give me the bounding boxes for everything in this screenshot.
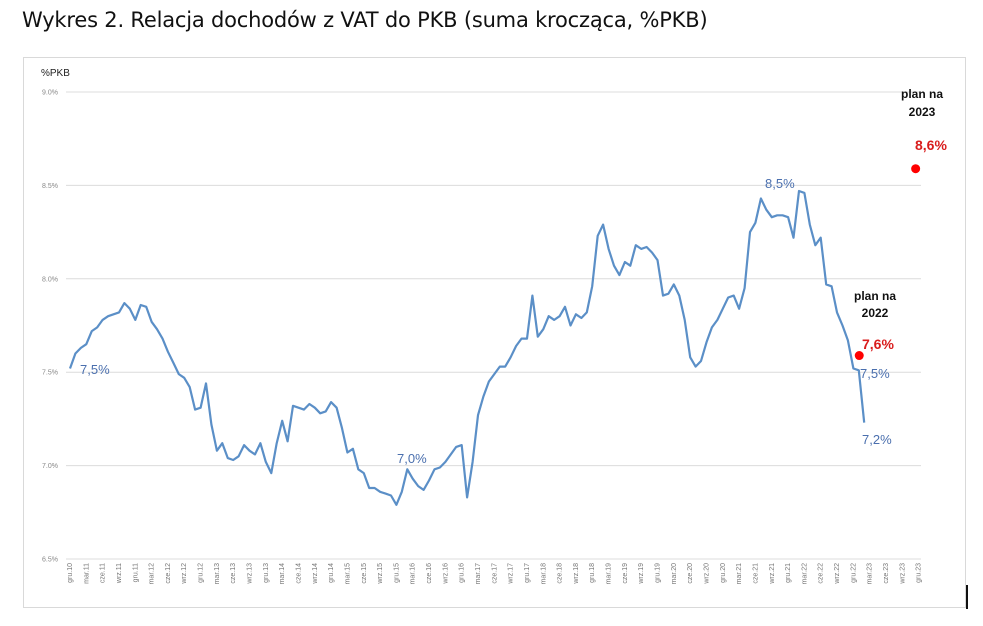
y-axis-label: %PKB (41, 68, 70, 79)
x-tick-label: gru.14 (328, 563, 335, 583)
x-tick-label: cze.16 (426, 563, 433, 584)
x-tick-label: gru.21 (785, 563, 792, 583)
x-tick-label: wrz.22 (834, 563, 841, 585)
x-tick-label: wrz.13 (247, 563, 254, 585)
x-tick-label: mar.22 (801, 563, 808, 585)
x-tick-label: wrz.12 (181, 563, 188, 585)
frame-edge-mark (966, 585, 968, 609)
y-tick-label: 8.0% (42, 276, 58, 283)
x-tick-label: gru.23 (916, 563, 923, 583)
x-tick-label: cze.19 (622, 563, 629, 584)
x-tick-label: wrz.21 (769, 563, 776, 585)
x-tick-label: gru.20 (720, 563, 727, 583)
annotation-start-value: 7,5% (80, 362, 110, 377)
vat-to-gdp-line (68, 189, 866, 506)
x-tick-label: gru.18 (589, 563, 596, 583)
plan-2022-marker (854, 351, 864, 361)
x-tick-label: wrz.16 (442, 563, 449, 585)
plan-2022-value: 7,6% (862, 336, 894, 352)
x-tick-label: mar.17 (475, 563, 482, 585)
y-tick-label: 7.0% (42, 463, 58, 470)
x-tick-label: cze.17 (491, 563, 498, 584)
x-tick-label: cze.20 (687, 563, 694, 584)
x-tick-label: gru.19 (655, 563, 662, 583)
x-tick-label: cze.11 (100, 563, 107, 583)
x-tick-label: mar.20 (671, 563, 678, 585)
x-tick-label: wrz.23 (899, 563, 906, 585)
y-tick-label: 8.5% (42, 183, 58, 190)
x-tick-label: gru.13 (263, 563, 270, 583)
x-tick-label: wrz.18 (573, 563, 580, 585)
x-tick-label: wrz.17 (508, 563, 515, 585)
x-tick-label: gru.11 (132, 563, 139, 582)
annotation-latest-value: 7,2% (862, 432, 892, 447)
chart-title: Wykres 2. Relacja dochodów z VAT do PKB … (22, 8, 708, 32)
plan-2023-marker (911, 164, 921, 174)
x-tick-label: wrz.14 (312, 563, 319, 585)
x-tick-label: mar.16 (410, 563, 417, 585)
y-tick-label: 7.5% (42, 370, 58, 377)
plan-2023-label-line2: 2023 (909, 105, 936, 119)
x-tick-label: mar.13 (214, 563, 221, 585)
y-tick-label: 6.5% (42, 557, 58, 564)
x-tick-label: gru.17 (524, 563, 531, 583)
annotation-2015-value: 7,0% (397, 451, 427, 466)
x-tick-label: mar.19 (606, 563, 613, 585)
annotation-peak-value: 8,5% (765, 176, 795, 191)
x-tick-label: mar.23 (867, 563, 874, 585)
x-tick-label: cze.13 (230, 563, 237, 584)
plan-2022-label-line2: 2022 (862, 306, 889, 320)
x-tick-label: wrz.19 (638, 563, 645, 585)
x-tick-label: cze.23 (883, 563, 890, 584)
x-tick-label: mar.11 (83, 563, 90, 584)
x-tick-label: mar.14 (279, 563, 286, 585)
x-tick-label: mar.18 (540, 563, 547, 585)
x-tick-label: mar.15 (344, 563, 351, 585)
x-tick-label: wrz.15 (377, 563, 384, 585)
y-tick-label: 9.0% (42, 90, 58, 97)
x-tick-label: cze.14 (295, 563, 302, 584)
chart-frame (23, 57, 966, 608)
x-tick-label: cze.18 (557, 563, 564, 584)
x-tick-label: gru.16 (459, 563, 466, 583)
x-tick-label: gru.15 (393, 563, 400, 583)
plan-2022-label-line1: plan na (854, 289, 896, 303)
y-axis-ticks: 6.5% 7.0% 7.5% 8.0% 8.5% 9.0% (42, 90, 58, 564)
x-tick-label: cze.22 (818, 563, 825, 584)
x-axis-ticks: gru.10 mar.11 cze.11 wrz.11 gru.11 mar.12 cze.… (67, 563, 923, 585)
x-tick-label: wrz.20 (703, 563, 710, 585)
gridlines (66, 91, 921, 560)
x-tick-label: gru.22 (850, 563, 857, 583)
plan-2023-label-line1: plan na (901, 87, 943, 101)
x-tick-label: cze.12 (165, 563, 172, 584)
x-tick-label: mar.21 (736, 563, 743, 585)
plan-2023-value: 8,6% (915, 137, 947, 153)
annotation-2022-value: 7,5% (860, 366, 890, 381)
x-tick-label: mar.12 (149, 563, 156, 585)
x-tick-label: wrz.11 (116, 563, 123, 584)
x-tick-label: cze.15 (361, 563, 368, 584)
x-tick-label: gru.12 (198, 563, 205, 583)
x-tick-label: gru.10 (67, 563, 74, 583)
x-tick-label: cze.21 (752, 563, 759, 584)
